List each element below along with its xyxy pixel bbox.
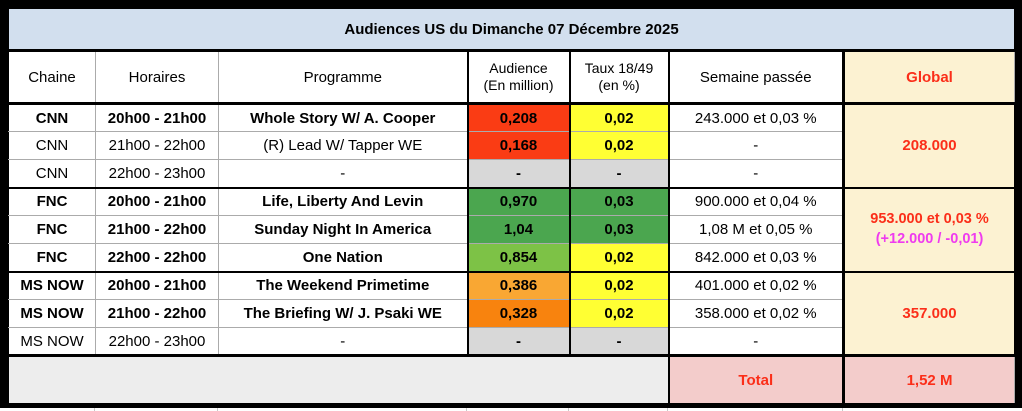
cell-audience: 0,970 [466, 186, 570, 216]
cell-semaine: - [667, 327, 844, 356]
column-header-audience: Audience (En million) [466, 50, 570, 105]
cell-audience: 1,04 [466, 215, 570, 244]
cell-global-fnc: 953.000 et 0,03 % (+12.000 / -0,01) [841, 186, 1016, 272]
total-spacer-cell [8, 354, 670, 404]
total-label: Total [668, 354, 844, 404]
audience-table: Audiences US du Dimanche 07 Décembre 202… [7, 8, 1016, 404]
cell-horaires: 21h00 - 22h00 [95, 215, 219, 244]
total-row: Total 1,52 M [8, 354, 1016, 404]
cell-semaine: - [667, 131, 844, 160]
cell-audience: 0,386 [466, 270, 570, 300]
cell-global-cnn: 208.000 [841, 102, 1016, 188]
table-row: FNC 21h00 - 22h00 Sunday Night In Americ… [8, 215, 1015, 244]
cell-taux: - [568, 159, 669, 188]
cell-chaine: MS NOW [8, 270, 96, 300]
cell-audience: - [466, 327, 570, 356]
column-header-taux: Taux 18/49 (en %) [568, 50, 669, 105]
column-header-taux-line2: (en %) [598, 77, 640, 93]
cell-programme: The Weekend Primetime [218, 270, 468, 300]
cell-programme: One Nation [218, 243, 468, 272]
table-row: CNN 22h00 - 23h00 - - - - [8, 159, 1015, 188]
cell-taux: - [568, 327, 669, 356]
table-row: MS NOW 20h00 - 21h00 The Weekend Primeti… [8, 270, 1016, 356]
column-header-global: Global [841, 50, 1016, 105]
cell-semaine: 358.000 et 0,02 % [667, 299, 844, 328]
cell-semaine: - [667, 159, 844, 188]
cell-taux: 0,02 [568, 102, 669, 132]
cell-audience: 0,854 [466, 243, 570, 272]
cell-horaires: 22h00 - 22h00 [95, 243, 219, 272]
cell-audience: - [466, 159, 570, 188]
cell-horaires: 20h00 - 21h00 [95, 186, 219, 216]
cell-horaires: 21h00 - 22h00 [95, 131, 219, 160]
cell-programme: (R) Lead W/ Tapper WE [218, 131, 468, 160]
cell-taux: 0,03 [568, 215, 669, 244]
cell-horaires: 21h00 - 22h00 [95, 299, 219, 328]
cell-semaine: 1,08 M et 0,05 % [667, 215, 844, 244]
cell-chaine: CNN [8, 131, 96, 160]
cell-programme: - [218, 159, 468, 188]
cell-taux: 0,02 [568, 299, 669, 328]
cell-programme: The Briefing W/ J. Psaki WE [218, 299, 468, 328]
column-header-chaine: Chaine [8, 50, 96, 105]
cell-global-msnow: 357.000 [841, 270, 1016, 356]
table-row: MS NOW 22h00 - 23h00 - - - - [8, 327, 1015, 356]
table-row: CNN 20h00 - 21h00 Whole Story W/ A. Coop… [8, 102, 1016, 188]
cell-taux: 0,02 [568, 243, 669, 272]
column-header-programme: Programme [218, 50, 468, 105]
cell-semaine: 243.000 et 0,03 % [667, 102, 844, 132]
cell-audience: 0,328 [466, 299, 570, 328]
next-row-sliver [0, 408, 1022, 411]
cell-horaires: 22h00 - 23h00 [95, 159, 219, 188]
cell-audience: 0,168 [466, 131, 570, 160]
title-row: Audiences US du Dimanche 07 Décembre 202… [7, 8, 1016, 52]
cell-programme: Life, Liberty And Levin [218, 186, 468, 216]
cell-semaine: 401.000 et 0,02 % [667, 270, 844, 300]
table-row: CNN 21h00 - 22h00 (R) Lead W/ Tapper WE … [8, 131, 1015, 160]
page-title: Audiences US du Dimanche 07 Décembre 202… [7, 8, 1016, 52]
column-header-audience-line1: Audience [489, 59, 548, 76]
cell-chaine: FNC [8, 215, 96, 244]
cell-programme: Sunday Night In America [218, 215, 468, 244]
cell-chaine: MS NOW [8, 299, 96, 328]
column-header-semaine: Semaine passée [667, 50, 844, 105]
table-row: FNC 22h00 - 22h00 One Nation 0,854 0,02 … [8, 243, 1015, 272]
table-row: MS NOW 21h00 - 22h00 The Briefing W/ J. … [8, 299, 1015, 328]
cell-chaine: FNC [8, 186, 96, 216]
cell-horaires: 22h00 - 23h00 [95, 327, 219, 356]
table-row: FNC 20h00 - 21h00 Life, Liberty And Levi… [8, 186, 1016, 272]
column-header-audience-line2: (En million) [483, 77, 554, 93]
cell-chaine: CNN [8, 159, 96, 188]
total-value: 1,52 M [841, 354, 1016, 404]
global-fnc-line1: 953.000 et 0,03 % [870, 210, 989, 227]
column-header-taux-line1: Taux 18/49 [584, 59, 654, 76]
cell-programme: Whole Story W/ A. Cooper [218, 102, 468, 132]
cell-taux: 0,02 [568, 270, 669, 300]
cell-horaires: 20h00 - 21h00 [95, 102, 219, 132]
cell-chaine: CNN [8, 102, 96, 132]
cell-taux: 0,03 [568, 186, 669, 216]
cell-semaine: 900.000 et 0,04 % [667, 186, 844, 216]
column-header-row: Chaine Horaires Programme Audience (En m… [8, 50, 1016, 105]
cell-taux: 0,02 [568, 131, 669, 160]
cell-chaine: MS NOW [8, 327, 96, 356]
cell-chaine: FNC [8, 243, 96, 272]
global-fnc-line2: (+12.000 / -0,01) [875, 230, 984, 247]
cell-semaine: 842.000 et 0,03 % [667, 243, 844, 272]
cell-programme: - [218, 327, 468, 356]
cell-horaires: 20h00 - 21h00 [95, 270, 219, 300]
column-header-horaires: Horaires [95, 50, 219, 105]
cell-audience: 0,208 [466, 102, 570, 132]
